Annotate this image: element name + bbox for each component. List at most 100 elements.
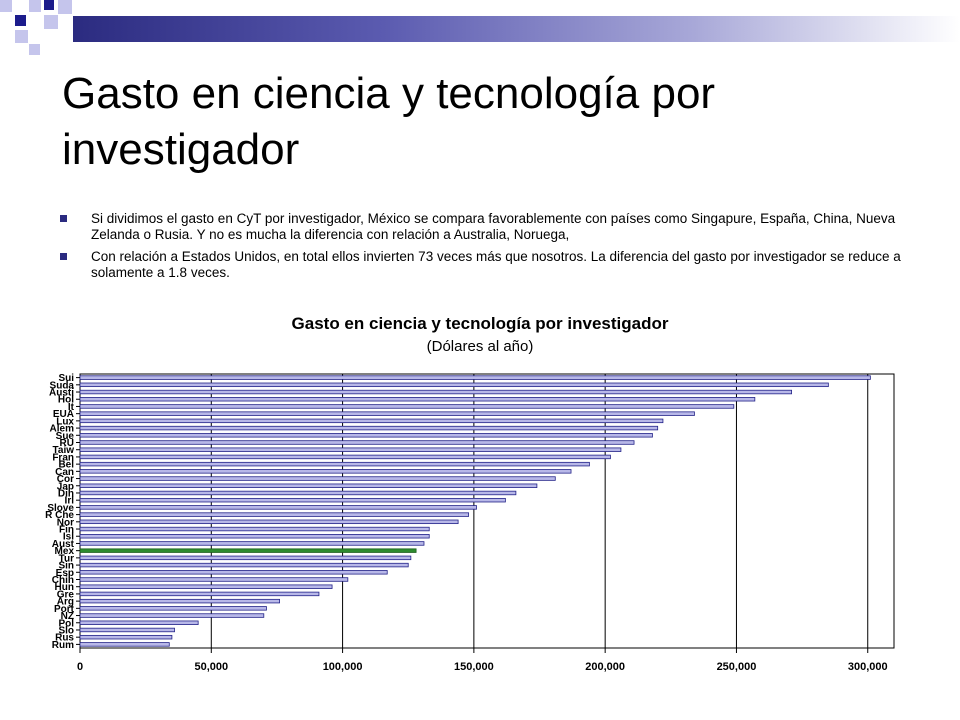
square-bullet-icon [60, 253, 67, 260]
x-tick-label: 250,000 [717, 661, 757, 673]
corner-square-lavender-3 [58, 0, 72, 14]
bar [79, 411, 695, 416]
bullet-item-1: Si dividimos el gasto en CyT por investi… [60, 211, 910, 243]
bar [79, 519, 459, 525]
bar [79, 627, 175, 633]
bar [79, 433, 653, 438]
bar [79, 634, 173, 640]
y-tick-label: Bel [58, 460, 74, 471]
x-tick-label: 100,000 [323, 661, 363, 673]
x-tick-label: 50,000 [194, 661, 228, 673]
bar [79, 497, 506, 503]
bar [79, 570, 388, 575]
y-tick-label: Fin [59, 525, 74, 536]
bar [79, 382, 829, 388]
bar [79, 418, 664, 424]
bullet-list: Si dividimos el gasto en CyT por investi… [60, 211, 910, 287]
corner-square-lavender-1 [0, 0, 12, 12]
y-tick-label: Slo [58, 625, 74, 636]
y-tick-label: It [68, 402, 75, 413]
corner-square-lavender-4 [15, 30, 28, 43]
y-tick-label: Aust [52, 539, 75, 550]
bar [79, 425, 659, 431]
y-tick-label: Nor [57, 517, 74, 528]
chart-title: Gasto en ciencia y tecnología por invest… [291, 314, 669, 333]
header-gradient-bar [73, 16, 960, 42]
y-tick-label: Mex [55, 546, 75, 557]
corner-square-lavender-5 [44, 15, 58, 29]
bar [79, 397, 756, 402]
y-tick-label: EUA [53, 409, 74, 420]
y-tick-label: Slove [47, 503, 74, 514]
y-tick-label: Sue [56, 431, 75, 442]
y-tick-label: Can [55, 467, 74, 478]
corner-square-navy-2 [44, 0, 54, 10]
y-tick-label: Hol [58, 395, 74, 406]
y-tick-label: Rum [52, 640, 74, 651]
y-tick-label: Gre [57, 589, 75, 600]
bar [79, 389, 792, 395]
bar [79, 577, 349, 582]
bar [79, 404, 735, 409]
y-tick-label: Port [54, 604, 75, 615]
bar [79, 613, 265, 618]
y-tick-label: Rus [55, 633, 74, 644]
bar [79, 584, 333, 589]
bar [79, 469, 572, 474]
bar [79, 562, 409, 568]
chart-subtitle: (Dólares al año) [426, 338, 534, 355]
bullet-item-2: Con relación a Estados Unidos, en total … [60, 249, 910, 281]
y-tick-label: Alem [50, 424, 75, 435]
bullet-text-1: Si dividimos el gasto en CyT por investi… [91, 211, 896, 242]
y-tick-label: Din [58, 488, 74, 499]
bar [79, 526, 430, 532]
bar [79, 461, 590, 467]
bar [79, 598, 280, 604]
y-tick-label: Hun [55, 582, 74, 593]
y-tick-label: RU [60, 438, 74, 449]
y-tick-label: Sin [58, 561, 74, 572]
bar [79, 490, 517, 496]
bar [79, 541, 425, 546]
x-tick-label: 0 [77, 661, 83, 673]
plot-area [79, 373, 895, 649]
x-tick-label: 150,000 [454, 661, 494, 673]
bar [79, 591, 320, 597]
bar [79, 476, 556, 481]
y-tick-label: Suda [50, 380, 75, 391]
square-bullet-icon [60, 215, 67, 222]
x-tick-label: 200,000 [585, 661, 625, 673]
y-tick-label: Tur [59, 553, 74, 564]
y-tick-label: Arg [57, 597, 74, 608]
corner-square-navy-1 [15, 15, 26, 26]
y-tick-label: NZ [61, 611, 74, 622]
bar [79, 606, 267, 611]
bar [79, 512, 470, 517]
y-tick-label: Chin [52, 575, 74, 586]
corner-square-lavender-2 [29, 0, 41, 12]
bar [79, 620, 199, 625]
corner-square-lavender-6 [29, 44, 40, 55]
y-tick-label: Austi [49, 388, 74, 399]
bar [79, 375, 871, 380]
bar [79, 483, 538, 488]
x-tick-label: 300,000 [848, 661, 888, 673]
bar [79, 505, 477, 510]
bar [79, 548, 417, 553]
bar [79, 555, 412, 561]
bar [79, 534, 430, 539]
bar [79, 440, 635, 445]
y-tick-label: Cor [57, 474, 74, 485]
y-tick-label: Esp [56, 568, 74, 579]
y-tick-label: Fran [52, 452, 74, 463]
bullet-text-2: Con relación a Estados Unidos, en total … [91, 249, 901, 280]
bar [79, 454, 611, 460]
y-tick-label: Lux [56, 416, 74, 427]
y-tick-label: Taiw [53, 445, 75, 456]
bar [79, 642, 170, 647]
y-tick-label: R Che [45, 510, 74, 521]
y-tick-label: Sui [58, 373, 74, 384]
page-title: Gasto en ciencia y tecnología por invest… [62, 69, 716, 174]
y-tick-label: Pol [58, 618, 74, 629]
